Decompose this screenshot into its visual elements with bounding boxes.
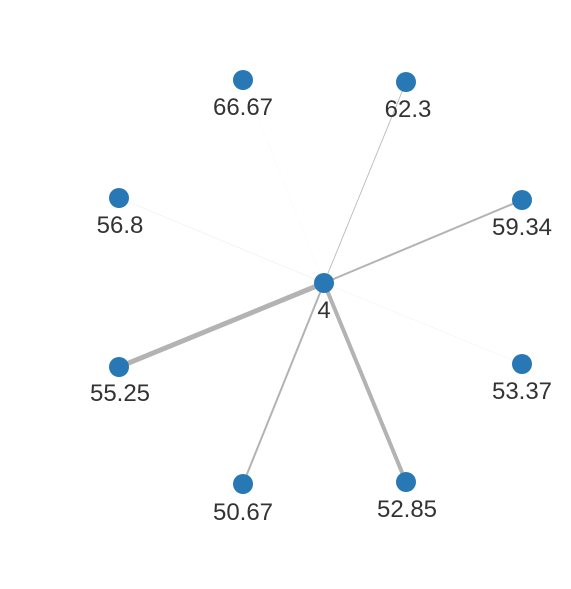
node-n6[interactable] (512, 354, 532, 374)
edge-center-n1 (242, 79, 325, 284)
node-label-n2: 62.3 (385, 96, 432, 123)
labels-layer: 4 66.67 62.3 56.8 59.34 55.25 53.37 50.67 52.85 (90, 94, 552, 526)
edge-center-n5 (118, 280, 325, 370)
edge-center-n7 (242, 282, 325, 485)
edge-center-n8 (322, 282, 408, 483)
node-label-n6: 53.37 (492, 378, 552, 405)
node-center[interactable] (314, 273, 334, 293)
edge-center-n4 (323, 199, 523, 284)
node-n4[interactable] (512, 190, 532, 210)
node-n8[interactable] (396, 472, 416, 492)
node-label-n8: 52.85 (377, 496, 437, 523)
node-label-n5: 55.25 (90, 380, 150, 407)
node-label-n7: 50.67 (213, 499, 273, 526)
node-label-n3: 56.8 (97, 212, 144, 239)
node-n1[interactable] (233, 70, 253, 90)
node-label-n4: 59.34 (492, 214, 552, 241)
edge-center-n2 (323, 81, 407, 284)
node-n5[interactable] (109, 357, 129, 377)
edge-center-n3 (118, 197, 325, 284)
edges-layer (118, 79, 523, 485)
node-n7[interactable] (233, 474, 253, 494)
node-label-n1: 66.67 (213, 94, 273, 121)
node-n2[interactable] (396, 72, 416, 92)
node-n3[interactable] (109, 188, 129, 208)
nodes-layer (109, 70, 532, 494)
node-label-center: 4 (317, 297, 330, 324)
edge-center-n6 (323, 282, 523, 365)
